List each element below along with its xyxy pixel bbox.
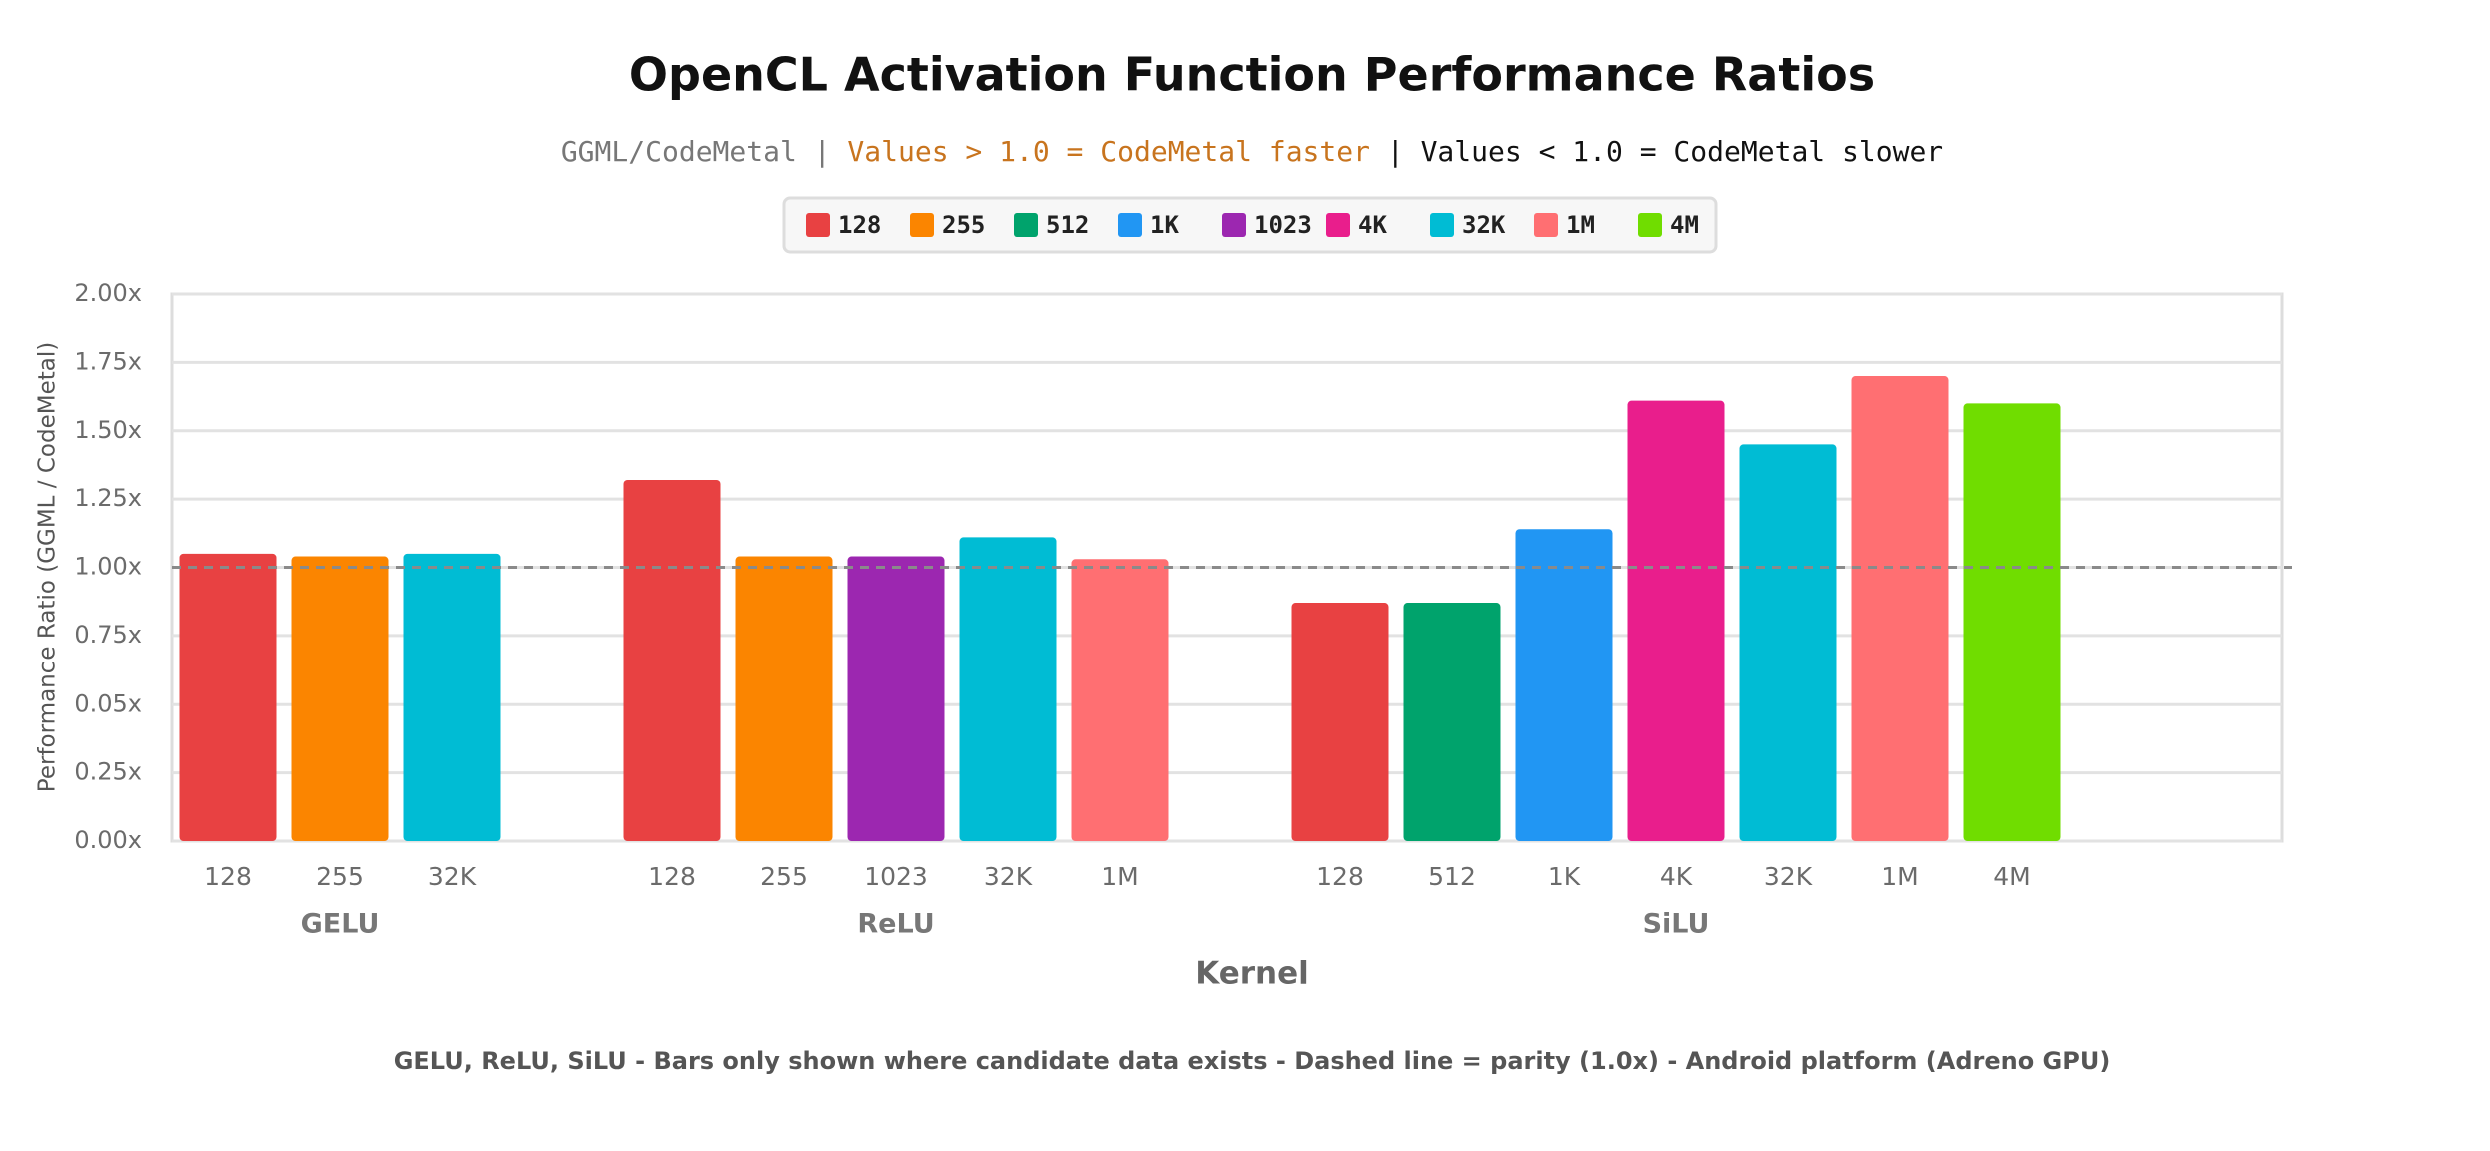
x-tick-label: 512 [1428, 862, 1476, 891]
legend-label: 128 [838, 211, 881, 239]
y-tick-label: 0.75x [74, 621, 142, 649]
legend-swatch [1638, 213, 1662, 237]
legend-swatch [910, 213, 934, 237]
chart-subtitle: GGML/CodeMetal | Values > 1.0 = CodeMeta… [561, 135, 1943, 168]
y-tick-label: 1.25x [74, 484, 142, 512]
x-tick-label: 4K [1660, 862, 1693, 891]
bar [735, 556, 833, 841]
bar [1291, 603, 1389, 841]
y-tick-label: 2.00x [74, 279, 142, 307]
y-tick-label: 1.75x [74, 347, 142, 375]
x-tick-label: 32K [428, 862, 477, 891]
bar [623, 479, 721, 841]
legend-label: 32K [1462, 211, 1506, 239]
y-tick-label: 0.05x [74, 689, 142, 717]
legend-swatch [1222, 213, 1246, 237]
legend-swatch [1534, 213, 1558, 237]
x-tick-label: 1023 [864, 862, 928, 891]
legend-box [782, 196, 1718, 254]
y-tick-label: 1.50x [74, 416, 142, 444]
bar [291, 556, 389, 841]
legend-swatch [1014, 213, 1038, 237]
subtitle-part: GGML/CodeMetal | [561, 135, 831, 168]
group-label: GELU [301, 909, 380, 940]
subtitle-part: Values > 1.0 = CodeMetal faster [847, 135, 1370, 168]
bar [959, 537, 1057, 841]
y-tick-label: 0.25x [74, 758, 142, 786]
legend-label: 1M [1566, 211, 1595, 239]
legend-swatch [1118, 213, 1142, 237]
x-tick-label: 255 [760, 862, 808, 891]
y-tick-label: 1.00x [74, 553, 142, 581]
bar [1851, 376, 1949, 841]
legend-label: 4M [1670, 211, 1699, 239]
bar [1515, 529, 1613, 841]
group-label: ReLU [857, 909, 934, 940]
bar [1739, 444, 1837, 841]
chart-title: OpenCL Activation Function Performance R… [629, 48, 1875, 102]
x-tick-label: 32K [984, 862, 1033, 891]
subtitle-part: | Values < 1.0 = CodeMetal slower [1387, 135, 1943, 168]
bar [1071, 559, 1169, 841]
legend-label: 1023 [1254, 211, 1312, 239]
footnote: GELU, ReLU, SiLU - Bars only shown where… [394, 1047, 2111, 1075]
y-axis-label: Performance Ratio (GGML / CodeMetal) [35, 342, 61, 792]
x-tick-label: 128 [1316, 862, 1364, 891]
bar [1627, 400, 1725, 841]
x-tick-label: 32K [1764, 862, 1813, 891]
x-tick-label: 1M [1881, 862, 1918, 891]
legend-swatch [1326, 213, 1350, 237]
bar [179, 553, 277, 841]
x-axis-label: Kernel [1195, 956, 1309, 992]
legend-label: 4K [1358, 211, 1387, 239]
legend-swatch [806, 213, 830, 237]
bar [1403, 603, 1501, 841]
bar [403, 553, 501, 841]
legend-label: 512 [1046, 211, 1089, 239]
x-tick-label: 255 [316, 862, 364, 891]
bar [1963, 403, 2061, 841]
x-tick-label: 4M [1993, 862, 2030, 891]
x-tick-label: 128 [648, 862, 696, 891]
x-tick-label: 1M [1101, 862, 1138, 891]
group-label: SiLU [1643, 909, 1710, 940]
legend-swatch [1430, 213, 1454, 237]
y-tick-label: 0.00x [74, 826, 142, 854]
legend-label: 1K [1150, 211, 1179, 239]
x-tick-label: 128 [204, 862, 252, 891]
x-tick-label: 1K [1548, 862, 1581, 891]
bar [847, 556, 945, 841]
legend-label: 255 [942, 211, 985, 239]
